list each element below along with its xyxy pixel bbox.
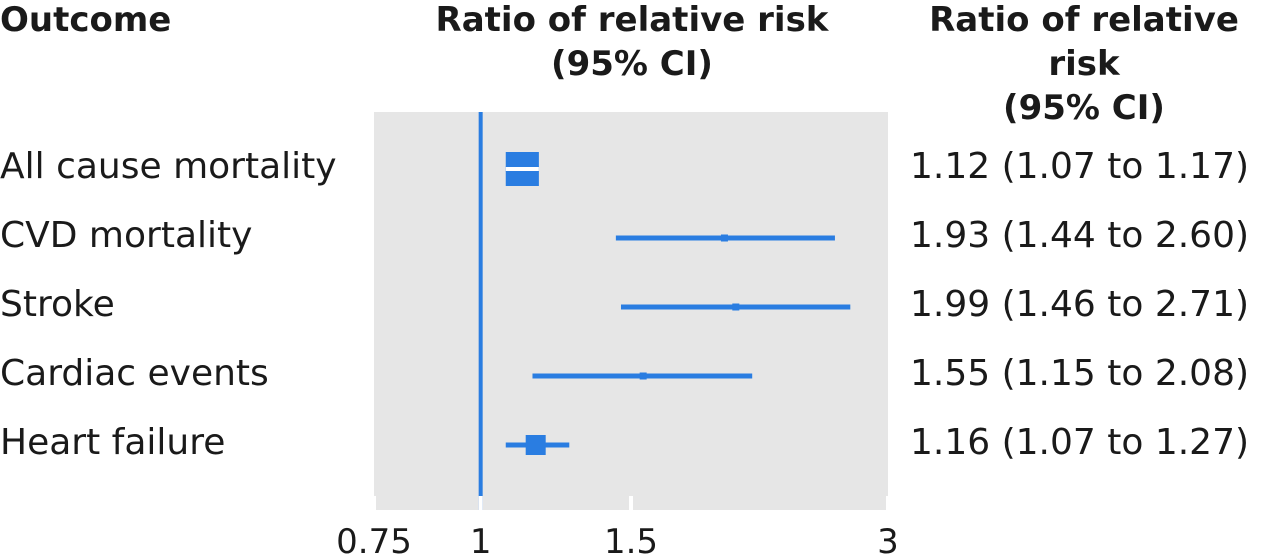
x-tick-label: 3: [877, 522, 899, 557]
point-estimate: [720, 234, 728, 242]
point-estimate: [525, 435, 546, 455]
plot-column-header: Ratio of relative risk (95% CI): [435, 0, 829, 84]
estimate-value: 1.93 (1.44 to 2.60): [910, 215, 1250, 256]
estimate-value: 1.12 (1.07 to 1.17): [910, 146, 1250, 187]
x-tick-label: 1.5: [604, 522, 658, 557]
outcome-label: Stroke: [0, 284, 115, 325]
outcome-column-header: Outcome: [0, 0, 172, 40]
outcome-label: CVD mortality: [0, 215, 253, 256]
point-estimate: [639, 372, 647, 380]
outcome-label: Heart failure: [0, 422, 226, 463]
outcome-label: All cause mortality: [0, 146, 337, 187]
point-estimate: [732, 303, 740, 311]
x-tick-label: 0.75: [336, 522, 412, 557]
estimate-value: 1.16 (1.07 to 1.27): [910, 422, 1250, 463]
estimate-value: 1.99 (1.46 to 2.71): [910, 284, 1250, 325]
outcome-label: Cardiac events: [0, 353, 269, 394]
plot-panel: [374, 112, 888, 510]
estimate-value: 1.55 (1.15 to 2.08): [910, 353, 1250, 394]
x-tick-label: 1: [470, 522, 492, 557]
values-column-header: Ratio of relative risk (95% CI): [929, 0, 1239, 128]
